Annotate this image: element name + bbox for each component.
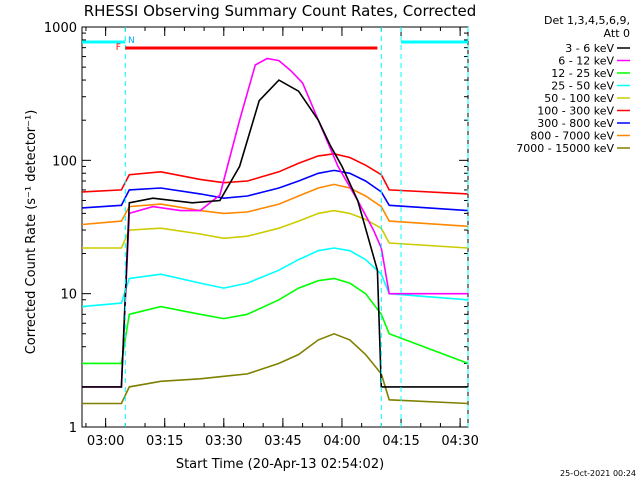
series-line-12-25keV <box>82 277 468 365</box>
legend-label: 800 - 7000 keV <box>530 130 614 143</box>
plot-layer: 1 10 100 1000 03:00 03:15 03:30 03:45 04:00 04:15… <box>44 21 630 449</box>
legend-label: 300 - 800 keV <box>537 117 614 130</box>
legend-header-line-2: Att 0 <box>604 27 630 40</box>
series-line-50-100keV <box>82 209 468 249</box>
x-tick-label: 03:00 <box>87 434 124 449</box>
y-tick-label: 10 <box>60 288 77 303</box>
legend-label: 3 - 6 keV <box>565 42 614 55</box>
series-line-25-50keV <box>82 247 468 308</box>
legend-label: 50 - 100 keV <box>544 92 614 105</box>
y-tick-label: 1000 <box>44 21 77 36</box>
x-tick-label: 04:30 <box>441 434 478 449</box>
series-line-100-300keV <box>82 152 468 195</box>
chart-title: RHESSI Observing Summary Count Rates, Co… <box>84 2 477 20</box>
x-tick-label: 04:15 <box>382 434 419 449</box>
series-line-3-6keV <box>82 79 468 388</box>
legend-label: 100 - 300 keV <box>537 105 614 118</box>
annotation-F: F <box>116 43 121 53</box>
x-tick-label: 03:45 <box>264 434 301 449</box>
legend-label: 12 - 25 keV <box>551 67 614 80</box>
series-line-300-800keV <box>82 169 468 212</box>
x-tick-label: 04:00 <box>323 434 360 449</box>
series-line-7000-15000keV <box>82 332 468 405</box>
x-tick-label: 03:30 <box>205 434 242 449</box>
legend-label: 6 - 12 keV <box>558 55 614 68</box>
x-tick-label: 03:15 <box>146 434 183 449</box>
y-tick-label: 1 <box>69 421 77 436</box>
generation-timestamp: 25-Oct-2021 00:24 <box>560 469 636 478</box>
plot-frame <box>81 26 469 428</box>
legend-label: 7000 - 15000 keV <box>516 142 614 155</box>
legend-header-line-1: Det 1,3,4,5,6,9, <box>544 14 630 27</box>
y-tick-label: 100 <box>52 154 77 169</box>
y-axis-label: Corrected Count Rate (s⁻¹ detector⁻¹) <box>24 110 39 355</box>
x-axis-label: Start Time (20-Apr-13 02:54:02) <box>176 457 384 472</box>
annotation-N: N <box>128 36 135 46</box>
legend-label: 25 - 50 keV <box>551 80 614 93</box>
series-line-6-12keV <box>82 57 468 388</box>
series-line-800-7000keV <box>82 183 468 228</box>
